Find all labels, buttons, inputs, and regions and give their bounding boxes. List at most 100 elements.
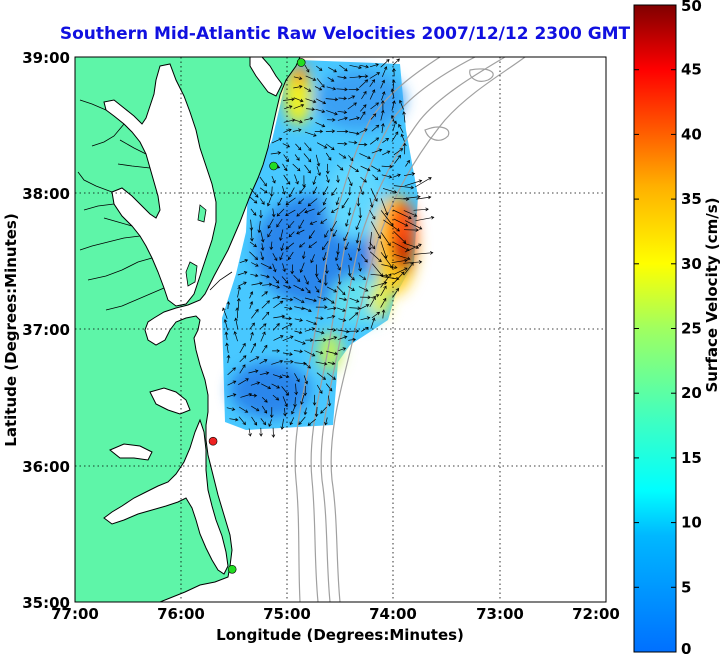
velocity-vector-arrow bbox=[325, 163, 330, 175]
velocity-vector-arrow bbox=[322, 241, 329, 251]
velocity-vector-arrow bbox=[382, 150, 391, 156]
velocity-vector-arrow bbox=[323, 274, 328, 286]
velocity-vector-arrow bbox=[273, 335, 284, 341]
velocity-vector-arrow bbox=[380, 285, 387, 297]
velocity-vector-arrow bbox=[239, 355, 247, 363]
hf-radar-stations bbox=[208, 58, 306, 574]
velocity-vector-arrow bbox=[303, 362, 312, 369]
velocity-vector-arrow bbox=[357, 240, 361, 252]
velocity-vector-arrow bbox=[380, 241, 388, 259]
velocity-vector-arrow bbox=[260, 274, 270, 279]
velocity-vector-arrow bbox=[348, 274, 355, 281]
velocity-vector-arrow bbox=[381, 123, 385, 134]
velocity-vector-arrow bbox=[327, 328, 337, 332]
velocity-vector-arrow bbox=[250, 188, 259, 198]
velocity-vector-arrow bbox=[348, 87, 360, 92]
velocity-vector-arrow bbox=[403, 172, 416, 177]
velocity-vector-arrow bbox=[330, 207, 339, 213]
velocity-vector-arrow bbox=[370, 102, 380, 110]
velocity-vector-arrow bbox=[361, 326, 369, 332]
velocity-vector-arrow bbox=[281, 323, 293, 330]
velocity-vector-arrow bbox=[405, 159, 410, 167]
velocity-vector-arrow bbox=[294, 373, 300, 383]
velocity-vector-arrow bbox=[336, 286, 346, 296]
velocity-vector-arrow bbox=[325, 143, 335, 151]
velocity-vector-arrow bbox=[315, 65, 323, 71]
velocity-vector-arrow bbox=[402, 142, 407, 155]
velocity-vector-arrow bbox=[248, 428, 252, 437]
velocity-vector-arrow bbox=[272, 295, 281, 300]
velocity-vector-arrow bbox=[294, 318, 303, 322]
velocity-vector-arrow bbox=[359, 153, 371, 160]
velocity-vector-arrow bbox=[226, 301, 231, 310]
colorbar-label: Surface Velocity (cm/s) bbox=[703, 197, 721, 392]
velocity-vector-arrow bbox=[238, 378, 249, 386]
velocity-vector-arrow bbox=[347, 102, 357, 110]
velocity-vector-arrow bbox=[380, 59, 390, 68]
velocity-vector-arrow bbox=[338, 347, 347, 352]
velocity-vector-arrow bbox=[279, 229, 284, 241]
velocity-vector-arrow bbox=[281, 386, 290, 396]
y-tick-label: 35:00 bbox=[22, 594, 70, 612]
velocity-vector-arrow bbox=[259, 210, 263, 219]
velocity-vector-arrow bbox=[293, 84, 303, 89]
velocity-vector-arrow bbox=[261, 397, 268, 403]
velocity-vector-arrow bbox=[284, 306, 293, 311]
velocity-vector-arrow bbox=[304, 350, 316, 357]
velocity-vector-arrow bbox=[325, 350, 338, 356]
velocity-vector-arrow bbox=[400, 133, 405, 142]
velocity-vector-arrow bbox=[359, 79, 369, 88]
velocity-vector-arrow bbox=[314, 406, 319, 418]
velocity-vector-arrow bbox=[271, 427, 276, 438]
velocity-vector-arrow bbox=[337, 142, 348, 146]
velocity-vector-arrow bbox=[380, 252, 394, 269]
velocity-vector-arrow bbox=[309, 220, 318, 225]
velocity-vector-arrow bbox=[322, 197, 327, 206]
velocity-vector-arrow bbox=[413, 207, 429, 212]
velocity-vector-arrow bbox=[273, 314, 286, 319]
velocity-vector-arrow bbox=[358, 262, 362, 272]
velocity-vectors bbox=[222, 58, 435, 438]
velocity-vector-arrow bbox=[335, 197, 340, 206]
velocity-vector-arrow bbox=[288, 231, 295, 238]
velocity-vector-arrow bbox=[349, 116, 360, 121]
velocity-vector-arrow bbox=[359, 274, 367, 280]
velocity-vector-arrow bbox=[369, 79, 375, 87]
velocity-vector-arrow bbox=[404, 220, 423, 230]
velocity-vector-arrow bbox=[272, 253, 278, 262]
velocity-vector-arrow bbox=[314, 129, 324, 134]
colorbar-gradient bbox=[633, 4, 677, 653]
velocity-vector-arrow bbox=[249, 196, 258, 204]
velocity-vector-arrow bbox=[269, 241, 274, 251]
velocity-vector-arrow bbox=[415, 215, 435, 222]
velocity-vector-arrow bbox=[272, 374, 283, 379]
velocity-vector-arrow bbox=[259, 427, 263, 437]
velocity-vector-arrow bbox=[391, 271, 405, 286]
x-tick-label: 73:00 bbox=[476, 605, 524, 623]
velocity-vector-arrow bbox=[284, 105, 293, 110]
velocity-vector-arrow bbox=[343, 231, 349, 242]
velocity-vector-arrow bbox=[296, 229, 305, 235]
velocity-vector-arrow bbox=[370, 293, 380, 299]
velocity-vector-arrow bbox=[282, 263, 286, 273]
velocity-vector-arrow bbox=[324, 417, 328, 426]
velocity-vector-arrow bbox=[358, 142, 368, 147]
velocity-vector-arrow bbox=[307, 418, 316, 426]
velocity-vector-arrow bbox=[315, 350, 324, 355]
velocity-vector-arrow bbox=[303, 385, 308, 397]
velocity-vector-arrow bbox=[381, 309, 386, 319]
velocity-vector-arrow bbox=[338, 153, 347, 159]
velocity-vector-arrow bbox=[301, 251, 306, 260]
velocity-vector-arrow bbox=[285, 197, 296, 206]
velocity-vector-arrow bbox=[392, 67, 396, 77]
velocity-vector-arrow bbox=[393, 218, 409, 227]
velocity-vector-arrow bbox=[416, 195, 432, 200]
velocity-vector-arrow bbox=[314, 338, 327, 342]
velocity-vector-arrow bbox=[382, 138, 390, 143]
velocity-vector-arrow bbox=[237, 271, 248, 276]
velocity-vector-arrow bbox=[259, 323, 267, 330]
velocity-vector-arrow bbox=[316, 142, 328, 149]
velocity-vector-arrow bbox=[393, 253, 411, 261]
velocity-vector-arrow bbox=[298, 416, 306, 426]
